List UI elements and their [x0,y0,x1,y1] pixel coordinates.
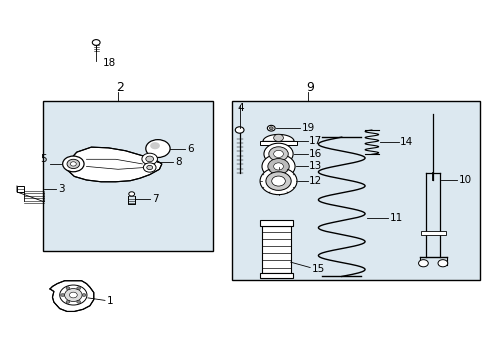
Text: 14: 14 [399,137,412,147]
Circle shape [268,147,287,161]
Circle shape [145,140,170,157]
Text: 6: 6 [187,144,193,154]
Circle shape [146,165,152,170]
Text: 1: 1 [106,296,113,306]
Text: 2: 2 [116,81,124,94]
Circle shape [77,300,81,303]
Bar [259,273,292,278]
Bar [232,102,479,280]
Circle shape [66,287,70,290]
Circle shape [128,192,134,196]
Bar [260,141,296,145]
Circle shape [267,125,275,131]
Circle shape [67,159,80,168]
Circle shape [70,162,76,166]
Circle shape [77,287,81,290]
Text: 19: 19 [301,123,314,133]
Bar [261,226,290,273]
Text: 4: 4 [237,103,244,113]
Circle shape [235,127,244,133]
Text: 18: 18 [103,58,116,68]
Circle shape [64,289,82,301]
Circle shape [61,294,64,296]
Circle shape [265,172,290,190]
Text: 10: 10 [458,175,471,185]
Circle shape [262,154,294,179]
Text: 11: 11 [388,212,402,222]
Text: 16: 16 [308,149,322,159]
Bar [259,220,292,226]
Circle shape [260,167,296,195]
Text: 8: 8 [175,157,181,167]
Text: 5: 5 [41,154,47,163]
Circle shape [142,153,157,165]
Circle shape [273,150,283,157]
Bar [42,102,212,251]
Polygon shape [64,147,162,182]
Text: 3: 3 [58,184,64,194]
Text: 13: 13 [308,161,322,171]
Circle shape [267,158,288,174]
Circle shape [150,142,160,149]
Text: 15: 15 [311,264,324,274]
Circle shape [145,156,153,162]
Circle shape [82,294,86,296]
Polygon shape [50,281,94,311]
Circle shape [264,143,292,165]
Text: 9: 9 [305,81,313,94]
Bar [17,186,24,192]
Circle shape [418,260,427,267]
Circle shape [273,134,283,141]
Circle shape [269,127,273,130]
Circle shape [66,300,70,303]
Polygon shape [263,134,293,141]
Bar [420,231,445,235]
Circle shape [273,163,283,170]
Circle shape [143,163,156,172]
Circle shape [62,156,84,172]
Circle shape [437,260,447,267]
Text: 12: 12 [308,176,322,186]
Circle shape [60,285,87,305]
Text: 17: 17 [308,136,322,147]
Circle shape [69,292,77,298]
Circle shape [271,176,285,186]
Circle shape [92,40,100,45]
Text: 7: 7 [152,194,159,204]
